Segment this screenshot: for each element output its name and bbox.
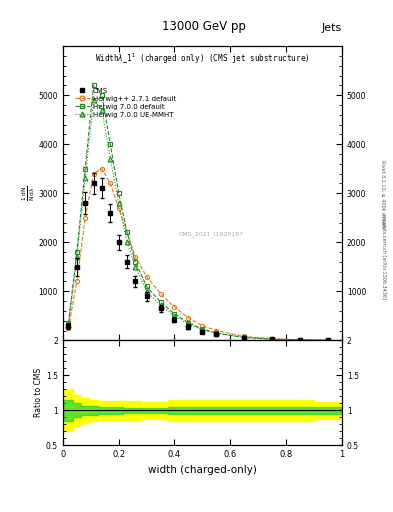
Y-axis label: $\mathdefault{\frac{1}{\mathrm{N}} \frac{\mathrm{d}N}{\mathrm{d}\lambda}}$: $\mathdefault{\frac{1}{\mathrm{N}} \frac… <box>21 185 37 201</box>
Text: Jets: Jets <box>321 23 342 33</box>
Y-axis label: Ratio to CMS: Ratio to CMS <box>34 368 43 417</box>
X-axis label: width (charged-only): width (charged-only) <box>148 465 257 475</box>
Text: mcplots.cern.ch [arXiv:1306.3436]: mcplots.cern.ch [arXiv:1306.3436] <box>381 214 386 298</box>
Text: 13000 GeV pp: 13000 GeV pp <box>162 20 246 33</box>
Text: Rivet 3.1.10, ≥ 400k events: Rivet 3.1.10, ≥ 400k events <box>381 160 386 229</box>
Legend: CMS, Herwig++ 2.7.1 default, Herwig 7.0.0 default, Herwig 7.0.0 UE-MMHT: CMS, Herwig++ 2.7.1 default, Herwig 7.0.… <box>72 85 179 121</box>
Text: Width$\lambda\_1^1$ (charged only) (CMS jet substructure): Width$\lambda\_1^1$ (charged only) (CMS … <box>95 52 310 67</box>
Text: CMS_2021_I1920187: CMS_2021_I1920187 <box>178 231 243 237</box>
